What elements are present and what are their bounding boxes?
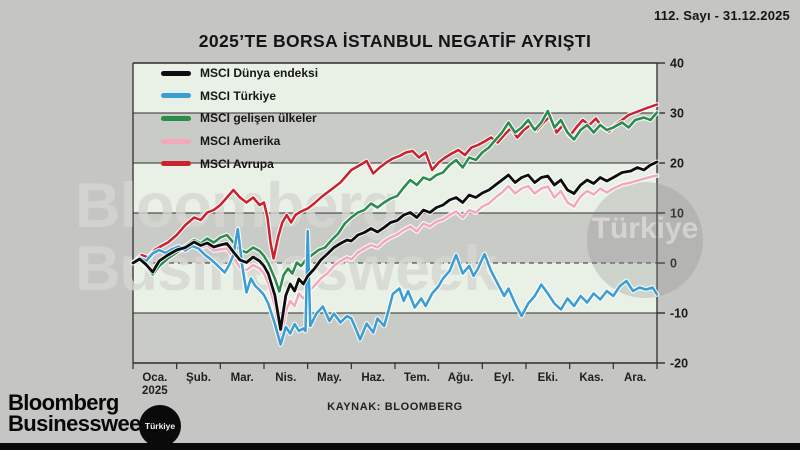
x-tick-year-label: 2025 bbox=[142, 385, 168, 397]
legend-item: MSCI gelişen ülkeler bbox=[161, 107, 318, 130]
x-tick-label: Eki. bbox=[538, 372, 558, 384]
legend-label: MSCI Avrupa bbox=[200, 156, 274, 171]
legend-swatch bbox=[161, 138, 191, 144]
source-label: KAYNAK: BLOOMBERG bbox=[327, 401, 463, 413]
x-tick-label: Tem. bbox=[404, 372, 430, 384]
legend-label: MSCI Dünya endeksi bbox=[200, 66, 319, 81]
series-line bbox=[131, 160, 659, 331]
y-tick-label: 20 bbox=[670, 157, 684, 171]
legend-item: MSCI Amerika bbox=[161, 130, 318, 153]
legend-item: MSCI Dünya endeksi bbox=[161, 62, 318, 85]
legend-label: MSCI Türkiye bbox=[200, 88, 277, 103]
y-tick-label: 0 bbox=[670, 257, 677, 271]
page-title: 2025’TE BORSA İSTANBUL NEGATİF AYRIŞTI bbox=[198, 31, 592, 51]
x-tick-label: Kas. bbox=[579, 372, 603, 384]
legend-item: MSCI Türkiye bbox=[161, 85, 318, 108]
watermark-turkiye-label: Türkiye bbox=[592, 212, 699, 245]
series-line bbox=[131, 227, 659, 346]
legend-swatch bbox=[161, 115, 191, 121]
x-tick-label: Nis. bbox=[275, 372, 296, 384]
x-tick-label: Mar. bbox=[231, 372, 254, 384]
brand-line1: Bloomberg bbox=[8, 390, 119, 415]
bottom-bar bbox=[0, 443, 800, 450]
y-tick-label: -10 bbox=[670, 307, 688, 321]
series-line bbox=[131, 174, 659, 344]
y-tick-label: 10 bbox=[670, 207, 684, 221]
brand-line2: Businessweek bbox=[8, 411, 153, 436]
y-tick-label: 30 bbox=[670, 107, 684, 121]
x-tick-label: Ağu. bbox=[448, 372, 474, 384]
legend-label: MSCI gelişen ülkeler bbox=[200, 111, 317, 126]
legend-swatch bbox=[161, 70, 191, 76]
brand-logo: Bloomberg Businessweek bbox=[8, 390, 153, 436]
x-tick-label: Ara. bbox=[624, 372, 646, 384]
plot-band bbox=[133, 63, 657, 113]
series-line bbox=[131, 109, 659, 293]
legend-swatch bbox=[161, 161, 191, 167]
legend-item: MSCI Avrupa bbox=[161, 152, 318, 175]
x-tick-label: Eyl. bbox=[494, 372, 514, 384]
x-tick-label: Oca. bbox=[142, 372, 167, 384]
legend-swatch bbox=[161, 93, 191, 99]
brand-badge-turkiye: Türkiye bbox=[139, 405, 181, 447]
x-tick-label: May. bbox=[317, 372, 342, 384]
chart-legend: MSCI Dünya endeksi MSCI Türkiye MSCI geliş… bbox=[161, 62, 318, 175]
y-tick-label: -20 bbox=[670, 357, 688, 371]
x-tick-label: Şub. bbox=[186, 372, 211, 384]
plot-band bbox=[133, 313, 657, 363]
brand-badge-label: Türkiye bbox=[144, 421, 176, 431]
legend-label: MSCI Amerika bbox=[200, 134, 281, 149]
y-tick-label: 40 bbox=[670, 57, 684, 71]
x-tick-label: Haz. bbox=[361, 372, 385, 384]
watermark-circle bbox=[587, 182, 703, 298]
issue-label: 112. Sayı - 31.12.2025 bbox=[654, 8, 790, 23]
